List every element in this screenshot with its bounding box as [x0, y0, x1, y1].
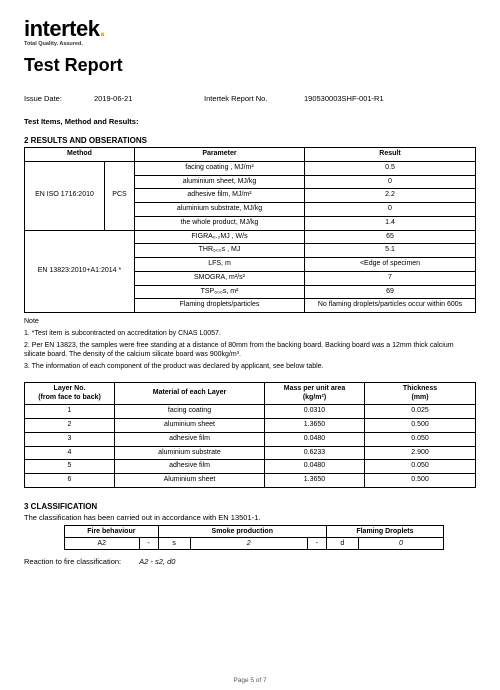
param-cell: Flaming droplets/particles — [135, 299, 305, 313]
layer-mass: 1.3650 — [265, 419, 365, 433]
layer-mass: 1.3650 — [265, 474, 365, 488]
layer-n: 3 — [25, 432, 115, 446]
fire-val: A2 — [65, 537, 140, 549]
brand-name: intertek. — [24, 18, 476, 40]
layer-mat: Aluminium sheet — [115, 474, 265, 488]
brand-tagline: Total Quality. Assured. — [24, 41, 476, 47]
layer-mass: 0.0480 — [265, 460, 365, 474]
result-cell: 1.4 — [305, 216, 476, 230]
note-line: 3. The information of each component of … — [24, 362, 476, 372]
param-cell: LFS, m — [135, 258, 305, 272]
note-label: Note — [24, 317, 476, 327]
layer-mass: 0.0480 — [265, 432, 365, 446]
layer-th: 0.500 — [365, 419, 476, 433]
classification-table: Fire behaviour Smoke production Flaming … — [64, 525, 444, 550]
layer-mass: 0.6233 — [265, 446, 365, 460]
issue-date-value: 2019-06-21 — [94, 94, 204, 103]
classification-intro: The classification has been carried out … — [24, 513, 476, 522]
d-val: 0 — [358, 537, 443, 549]
layer-th: 0.050 — [365, 432, 476, 446]
col-parameter: Parameter — [135, 148, 305, 162]
reaction-value: A2 - s2, d0 — [139, 557, 175, 566]
note-line: 1. *Test item is subcontracted on accred… — [24, 329, 476, 339]
col-smoke: Smoke production — [158, 525, 326, 537]
meta-row: Issue Date: 2019-06-21 Intertek Report N… — [24, 94, 476, 103]
page-title: Test Report — [24, 55, 476, 76]
result-cell: 0 — [305, 175, 476, 189]
param-cell: aluminium sheet, MJ/kg — [135, 175, 305, 189]
layer-th: 0.500 — [365, 474, 476, 488]
layer-mass: 0.0310 — [265, 405, 365, 419]
brand-logo: intertek. Total Quality. Assured. — [24, 18, 476, 47]
note-line: 2. Per EN 13823, the samples were free s… — [24, 341, 476, 361]
layer-n: 4 — [25, 446, 115, 460]
notes-block: Note 1. *Test item is subcontracted on a… — [24, 317, 476, 372]
layer-mat: aluminium sheet — [115, 419, 265, 433]
param-cell: the whole product, MJ/kg — [135, 216, 305, 230]
col-result: Result — [305, 148, 476, 162]
result-cell: 5.1 — [305, 244, 476, 258]
layer-table: Layer No. (from face to back) Material o… — [24, 382, 476, 488]
result-cell: <Edge of specimen — [305, 258, 476, 272]
param-cell: adhesive film, MJ/m² — [135, 189, 305, 203]
col-mass: Mass per unit area (kg/m²) — [265, 382, 365, 405]
reaction-row: Reaction to fire classification: A2 - s2… — [24, 557, 476, 566]
layer-th: 0.050 — [365, 460, 476, 474]
layer-th: 2.900 — [365, 446, 476, 460]
col-fire: Fire behaviour — [65, 525, 159, 537]
method-1-mid: PCS — [105, 161, 135, 230]
results-table: Method Parameter Result EN ISO 1716:2010… — [24, 147, 476, 313]
page-footer: Page 5 of 7 — [0, 677, 500, 684]
layer-mat: facing coating — [115, 405, 265, 419]
result-cell: No flaming droplets/particles occur with… — [305, 299, 476, 313]
param-cell: FIGRA₀.₂MJ , W/s — [135, 230, 305, 244]
layer-n: 1 — [25, 405, 115, 419]
classification-heading: 3 CLASSIFICATION — [24, 502, 476, 511]
brand-name-text: intertek — [24, 16, 99, 41]
report-no-value: 190530003SHF-001-R1 — [304, 94, 384, 103]
d-label: d — [326, 537, 358, 549]
layer-n: 6 — [25, 474, 115, 488]
test-items-label: Test Items, Method and Results: — [24, 117, 476, 126]
layer-n: 5 — [25, 460, 115, 474]
class-dash2: - — [307, 537, 326, 549]
s-label: s — [158, 537, 190, 549]
result-cell: 65 — [305, 230, 476, 244]
class-dash1: - — [139, 537, 158, 549]
col-flaming: Flaming Droplets — [326, 525, 443, 537]
layer-th: 0.025 — [365, 405, 476, 419]
layer-mat: adhesive film — [115, 432, 265, 446]
param-cell: THR₆₀₀s , MJ — [135, 244, 305, 258]
result-cell: 69 — [305, 285, 476, 299]
s-val: 2 — [190, 537, 307, 549]
layer-n: 2 — [25, 419, 115, 433]
col-thickness: Thickness (mm) — [365, 382, 476, 405]
results-heading: 2 RESULTS AND OBSERATIONS — [24, 136, 476, 145]
layer-mat: adhesive film — [115, 460, 265, 474]
report-no-label: Intertek Report No. — [204, 94, 304, 103]
result-cell: 0.5 — [305, 161, 476, 175]
layer-mat: aluminium substrate — [115, 446, 265, 460]
result-cell: 7 — [305, 271, 476, 285]
result-cell: 0 — [305, 203, 476, 217]
method-2: EN 13823:2010+A1:2014 * — [25, 230, 135, 313]
col-layer: Layer No. (from face to back) — [25, 382, 115, 405]
param-cell: aluminium substrate, MJ/kg — [135, 203, 305, 217]
param-cell: SMOGRA, m²/s² — [135, 271, 305, 285]
param-cell: facing coating , MJ/m² — [135, 161, 305, 175]
brand-dot-icon: . — [99, 16, 105, 41]
col-material: Material of each Layer — [115, 382, 265, 405]
issue-date-label: Issue Date: — [24, 94, 94, 103]
reaction-label: Reaction to fire classification: — [24, 557, 121, 566]
col-method: Method — [25, 148, 135, 162]
method-1: EN ISO 1716:2010 — [25, 161, 105, 230]
param-cell: TSP₆₀₀s, m² — [135, 285, 305, 299]
result-cell: 2.2 — [305, 189, 476, 203]
